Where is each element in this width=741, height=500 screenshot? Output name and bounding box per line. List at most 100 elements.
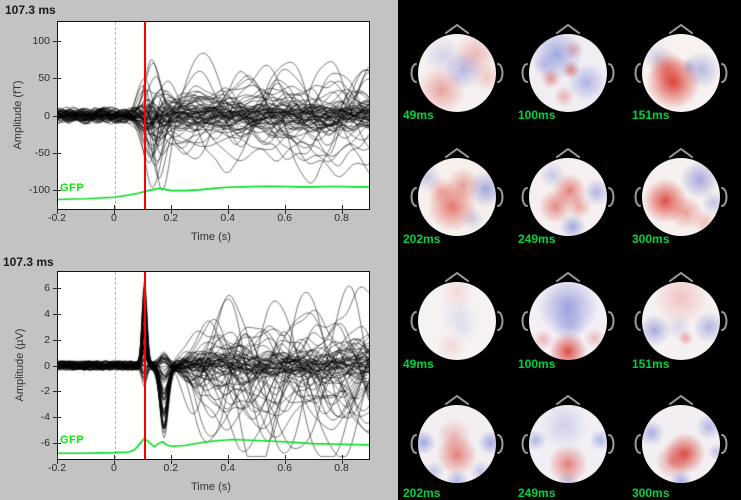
topoplot-eeg-49ms[interactable]: 49ms [403,266,508,376]
nose-icon [669,21,693,34]
meg-x-axis-label: Time (s) [191,231,231,243]
meg-butterfly-axes[interactable]: GFP [57,21,370,210]
eeg-butterfly-traces [58,272,369,459]
x-tick-mark [113,455,115,464]
meg-y-axis-label: Amplitude (fT) [12,80,24,150]
x-tick-mark [284,205,286,214]
x-tick-mark [227,205,229,214]
y-tick-label: -4 [40,411,50,424]
x-tick-label: 0 [110,212,117,224]
scalp-field-map [418,282,496,360]
topo-time-label: 49ms [403,357,434,371]
nose-icon [445,269,469,282]
y-tick-label: -50 [34,146,50,159]
y-tick-mark [53,189,61,191]
y-tick-mark [53,287,61,289]
topoplot-eeg-300ms[interactable]: 300ms [630,389,732,500]
topoplot-eeg-151ms[interactable]: 151ms [630,266,732,376]
y-tick-label: -2 [40,385,50,398]
x-tick-mark [57,205,58,214]
y-tick-mark [53,152,61,154]
topoplot-meg-100ms[interactable]: 100ms [517,18,619,128]
scalp-field-map [529,34,607,112]
scalp-field-map [418,405,496,483]
nose-icon [556,145,580,158]
y-tick-mark [53,313,61,315]
y-tick-label: 6 [44,281,50,294]
left-ear-icon [519,433,528,455]
left-ear-icon [408,310,417,332]
topo-time-label: 151ms [632,357,670,371]
scalp-field-map [642,405,720,483]
x-tick-mark [341,205,343,214]
left-ear-icon [408,433,417,455]
scalp-field-map [418,34,496,112]
topoplot-meg-300ms[interactable]: 300ms [630,142,732,252]
right-ear-icon [497,433,506,455]
right-ear-icon [721,310,730,332]
gfp-label-eeg: GFP [60,434,85,446]
butterfly-panel: ' 107.3 ms GFP Amplitude (fT) Time (s) 1… [3,0,370,493]
y-tick-mark [53,41,61,43]
topoplot-meg-151ms[interactable]: 151ms [630,18,732,128]
x-tick-mark [170,205,172,214]
topo-time-label: 300ms [632,486,670,500]
y-tick-label: 100 [32,35,50,48]
y-tick-label: 0 [44,359,50,372]
y-tick-label: 2 [44,333,50,346]
x-tick-mark [113,205,115,214]
y-tick-mark [53,115,61,117]
nose-icon [556,21,580,34]
left-ear-icon [408,62,417,84]
topo-time-label: 300ms [632,232,670,246]
topoplot-eeg-249ms[interactable]: 249ms [517,389,619,500]
topoplot-meg-49ms[interactable]: 49ms [403,18,508,128]
left-ear-icon [632,433,641,455]
topo-time-label: 249ms [518,486,556,500]
eeg-butterfly-axes[interactable]: GFP [57,271,370,460]
scalp-field-map [418,158,496,236]
right-ear-icon [497,186,506,208]
left-ear-icon [632,310,641,332]
left-ear-icon [632,62,641,84]
meg-butterfly-traces [58,22,369,209]
gfp-label-meg: GFP [60,182,85,194]
topography-panel: 49ms 100ms 151ms 202ms 249ms 300ms 49ms 100ms 15… [398,0,741,500]
right-ear-icon [608,186,617,208]
left-ear-icon [408,186,417,208]
x-tick-label: -0.2 [47,212,67,224]
topoplot-meg-249ms[interactable]: 249ms [517,142,619,252]
topo-time-label: 151ms [632,108,670,122]
y-tick-label: -100 [28,183,50,196]
x-tick-label: 0 [110,462,117,474]
meg-plot-title: 107.3 ms [5,3,56,17]
scalp-field-map [642,158,720,236]
x-tick-label: 0.8 [334,212,349,224]
topoplot-eeg-202ms[interactable]: 202ms [403,389,508,500]
eeg-x-axis-label: Time (s) [191,481,231,493]
x-tick-mark [170,455,172,464]
y-tick-mark [53,391,61,393]
time-cursor-line-eeg[interactable] [144,272,147,459]
right-ear-icon [608,62,617,84]
topo-time-label: 202ms [403,232,441,246]
right-ear-icon [497,62,506,84]
topoplot-meg-202ms[interactable]: 202ms [403,142,508,252]
time-cursor-line-meg[interactable] [144,22,147,209]
eeg-plot-title: 107.3 ms [3,255,54,269]
scalp-field-map [529,405,607,483]
right-ear-icon [721,186,730,208]
x-tick-mark [227,455,229,464]
nose-icon [556,392,580,405]
left-ear-icon [519,62,528,84]
x-tick-label: 0.6 [277,212,292,224]
left-ear-icon [519,310,528,332]
x-tick-mark [341,455,343,464]
y-tick-mark [53,365,61,367]
topo-time-label: 249ms [518,232,556,246]
left-ear-icon [632,186,641,208]
topoplot-eeg-100ms[interactable]: 100ms [517,266,619,376]
x-tick-label: 0.4 [220,462,236,474]
right-ear-icon [608,310,617,332]
